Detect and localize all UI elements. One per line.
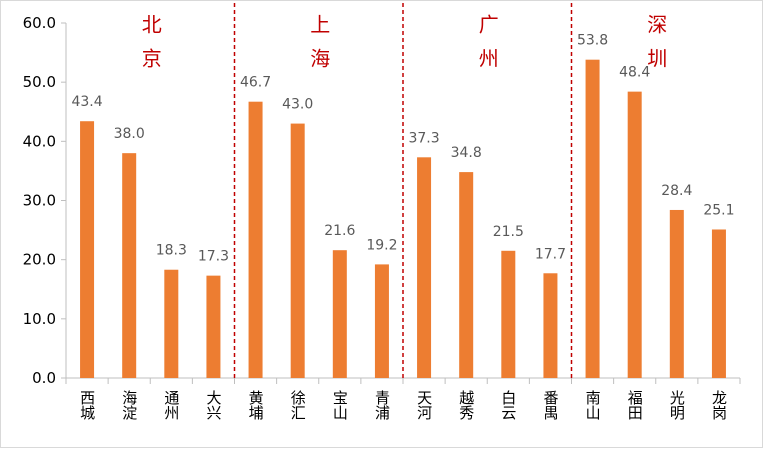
y-tick-label: 40.0 bbox=[23, 132, 56, 150]
x-tick-label: 大兴 bbox=[204, 390, 222, 420]
bar bbox=[627, 91, 642, 378]
group-label: 上海 bbox=[307, 14, 331, 82]
bar bbox=[290, 123, 305, 378]
value-label: 21.5 bbox=[493, 224, 524, 240]
group-label: 深圳 bbox=[644, 14, 668, 82]
y-tick-label: 60.0 bbox=[23, 14, 56, 32]
value-label: 43.4 bbox=[71, 94, 102, 110]
x-tick-label: 番禺 bbox=[541, 390, 559, 420]
x-tick-label: 龙岗 bbox=[710, 390, 728, 420]
value-label: 17.7 bbox=[535, 246, 566, 262]
value-label: 18.3 bbox=[156, 243, 187, 259]
bar bbox=[374, 264, 389, 378]
x-tick-label: 青浦 bbox=[373, 390, 391, 421]
bar bbox=[543, 273, 558, 378]
bar bbox=[417, 157, 432, 378]
value-label: 21.6 bbox=[324, 223, 355, 239]
x-tick-label: 光明 bbox=[668, 390, 686, 421]
value-label: 43.0 bbox=[282, 97, 313, 113]
x-tick-label: 南山 bbox=[584, 390, 602, 420]
x-tick-label: 天河 bbox=[415, 390, 433, 420]
value-label: 25.1 bbox=[703, 202, 734, 218]
x-tick-label: 宝山 bbox=[331, 390, 349, 420]
bar bbox=[80, 121, 95, 378]
bar bbox=[501, 250, 516, 378]
bar bbox=[164, 269, 179, 378]
value-label: 17.3 bbox=[198, 249, 229, 265]
value-label: 46.7 bbox=[240, 75, 271, 91]
bar bbox=[206, 275, 221, 378]
y-tick-label: 20.0 bbox=[23, 251, 56, 269]
group-label: 广州 bbox=[475, 14, 499, 82]
y-tick-label: 30.0 bbox=[23, 192, 56, 210]
bar bbox=[459, 172, 474, 378]
x-tick-label: 黄埔 bbox=[247, 390, 265, 420]
value-label: 28.4 bbox=[661, 183, 692, 199]
value-label: 53.8 bbox=[577, 33, 608, 49]
bar bbox=[332, 250, 347, 378]
bar bbox=[248, 101, 263, 379]
value-label: 48.4 bbox=[619, 65, 650, 81]
bar bbox=[669, 209, 684, 378]
value-label: 34.8 bbox=[451, 145, 482, 161]
y-tick-label: 10.0 bbox=[23, 310, 56, 328]
value-label: 37.3 bbox=[408, 130, 439, 146]
bar bbox=[585, 59, 600, 378]
x-tick-label: 越秀 bbox=[457, 390, 475, 421]
value-label: 19.2 bbox=[366, 237, 397, 253]
value-label: 38.0 bbox=[114, 126, 145, 142]
y-tick-label: 0.0 bbox=[32, 369, 56, 387]
x-tick-label: 通州 bbox=[162, 390, 180, 420]
bar bbox=[122, 153, 137, 378]
group-label: 北京 bbox=[138, 14, 162, 82]
x-tick-label: 白云 bbox=[499, 390, 517, 420]
x-tick-label: 徐汇 bbox=[289, 390, 307, 420]
bar bbox=[711, 229, 726, 378]
x-tick-label: 福田 bbox=[626, 390, 644, 420]
x-tick-label: 海淀 bbox=[120, 390, 138, 421]
y-tick-label: 50.0 bbox=[23, 73, 56, 91]
x-tick-label: 西城 bbox=[78, 390, 96, 421]
